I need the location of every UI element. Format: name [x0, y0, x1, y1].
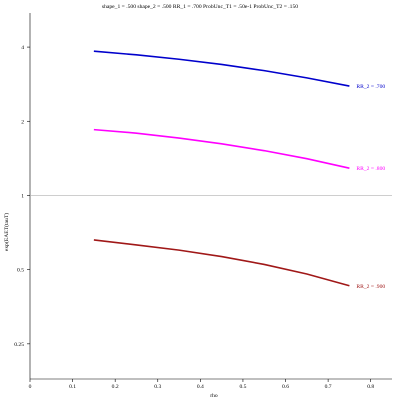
y-tick-label: 2	[21, 119, 24, 125]
x-tick-label: 0.1	[69, 384, 76, 390]
y-axis-label: exp(EAET(tauT)	[3, 213, 10, 251]
x-tick-label: 0	[29, 384, 32, 390]
axes: 0 0.1 0.2 0.3 0.4 0.5 0.6 0.7 0.8 0.25 0.5 1 2 4	[14, 13, 392, 390]
x-axis-label: rho	[210, 393, 218, 399]
series-line	[93, 128, 350, 169]
series-line	[93, 239, 350, 287]
x-tick-label: 0.7	[325, 384, 332, 390]
x-tick-label: 0.2	[112, 384, 119, 390]
series-label: RR_2 = .700	[356, 84, 385, 90]
x-tick-label: 0.6	[282, 384, 289, 390]
y-tick-label: 0.5	[17, 268, 24, 274]
series-line	[93, 50, 350, 87]
series-layer: RR_2 = .700 RR_2 = .800 RR_2 = .900	[93, 50, 385, 290]
x-tick-label: 0.5	[239, 384, 246, 390]
x-tick-label: 0.3	[154, 384, 161, 390]
x-tick-label: 0.4	[197, 384, 204, 390]
y-tick-label: 0.25	[14, 342, 24, 348]
series-label: RR_2 = .800	[356, 166, 385, 172]
series-label: RR_2 = .900	[356, 284, 385, 290]
y-tick-label: 4	[21, 45, 24, 51]
chart-title: shape_1 = .500 shape_2 = .500 RR_1 = .70…	[102, 4, 298, 10]
y-tick-label: 1	[21, 193, 24, 199]
x-tick-label: 0.8	[367, 384, 374, 390]
